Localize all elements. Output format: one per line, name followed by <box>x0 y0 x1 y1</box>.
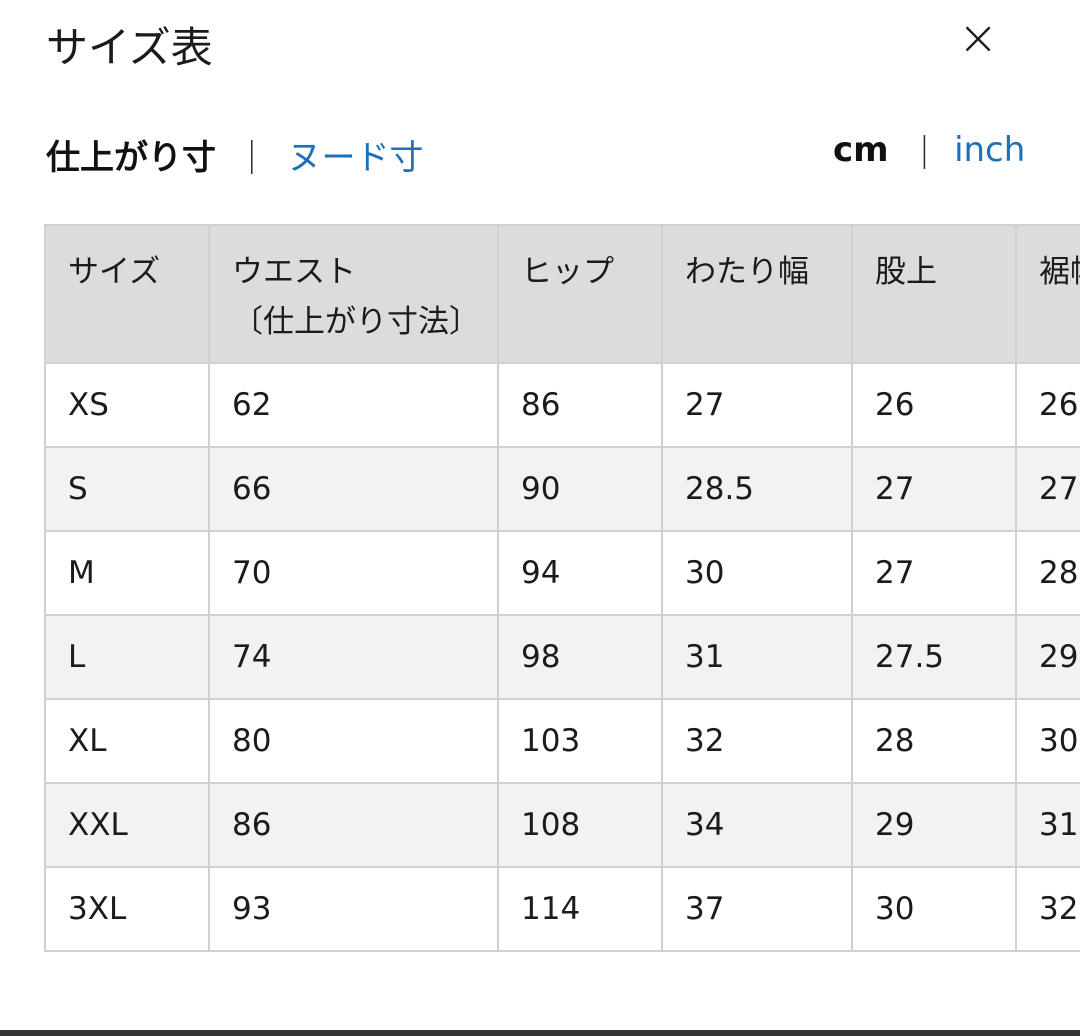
table-row: 3XL 93 114 37 30 32 <box>44 866 1080 952</box>
table-cell: 62 <box>208 362 499 448</box>
table-cell: 27 <box>851 530 1017 616</box>
table-cell: 27 <box>661 362 853 448</box>
table-cell: L <box>44 614 210 700</box>
table-cell: XS <box>44 362 210 448</box>
table-cell: XXL <box>44 782 210 868</box>
close-button[interactable]: × <box>958 10 999 66</box>
bottom-bar <box>0 1030 1080 1036</box>
table-row: XS 62 86 27 26 26 <box>44 362 1080 448</box>
table-row: XXL 86 108 34 29 31 <box>44 782 1080 868</box>
table-cell: 93 <box>208 866 499 952</box>
table-cell: 94 <box>497 530 663 616</box>
table-cell: 31 <box>661 614 853 700</box>
unit[interactable]: inch <box>954 130 1026 170</box>
table-cell: 29 <box>1015 614 1080 700</box>
table-body: XS 62 86 27 26 26 S 66 90 28.5 27 27 M 70 94 30 27 28 L 74 9… <box>44 362 1080 952</box>
table-cell: 114 <box>497 866 663 952</box>
tab[interactable]: 仕上がり寸 <box>46 138 216 178</box>
table-cell: XL <box>44 698 210 784</box>
table-cell: 27 <box>851 446 1017 532</box>
separator: | <box>246 134 258 175</box>
column-header: わたり幅 <box>661 224 853 364</box>
tab[interactable]: ヌード寸 <box>287 138 424 178</box>
table-cell: 98 <box>497 614 663 700</box>
column-header: 股上 <box>851 224 1017 364</box>
table-cell: 30 <box>661 530 853 616</box>
table-cell: 28 <box>851 698 1017 784</box>
table-cell: 86 <box>497 362 663 448</box>
table-cell: 80 <box>208 698 499 784</box>
table-cell: 103 <box>497 698 663 784</box>
unit[interactable]: cm <box>833 130 889 170</box>
table-cell: 30 <box>1015 698 1080 784</box>
table-cell: 3XL <box>44 866 210 952</box>
table-cell: S <box>44 446 210 532</box>
column-header: ウエスト 〔仕上がり寸法〕 <box>208 224 499 364</box>
table-cell: 30 <box>851 866 1017 952</box>
table-cell: 32 <box>1015 866 1080 952</box>
table-cell: 29 <box>851 782 1017 868</box>
table-cell: 28.5 <box>661 446 853 532</box>
table-cell: 34 <box>661 782 853 868</box>
table-row: XL 80 103 32 28 30 <box>44 698 1080 784</box>
table-cell: 31 <box>1015 782 1080 868</box>
unit-toggle: cm | inch <box>833 130 1025 170</box>
table-cell: 108 <box>497 782 663 868</box>
table-row: S 66 90 28.5 27 27 <box>44 446 1080 532</box>
table-cell: 26 <box>1015 362 1080 448</box>
separator: | <box>918 130 931 170</box>
measure-tabs: 仕上がり寸 | ヌード寸 <box>46 130 423 179</box>
table-cell: 86 <box>208 782 499 868</box>
table-cell: 90 <box>497 446 663 532</box>
table-cell: 32 <box>661 698 853 784</box>
column-header: ヒップ <box>497 224 663 364</box>
column-header: サイズ <box>44 224 210 364</box>
column-header: 裾幅 <box>1015 224 1080 364</box>
table-cell: 66 <box>208 446 499 532</box>
table-cell: 28 <box>1015 530 1080 616</box>
table-cell: 27.5 <box>851 614 1017 700</box>
table-cell: 27 <box>1015 446 1080 532</box>
table-row: L 74 98 31 27.5 29 <box>44 614 1080 700</box>
table-cell: M <box>44 530 210 616</box>
dialog-title: サイズ表 <box>46 23 213 72</box>
table-cell: 37 <box>661 866 853 952</box>
table-cell: 70 <box>208 530 499 616</box>
table-cell: 74 <box>208 614 499 700</box>
table-row: M 70 94 30 27 28 <box>44 530 1080 616</box>
table-cell: 26 <box>851 362 1017 448</box>
